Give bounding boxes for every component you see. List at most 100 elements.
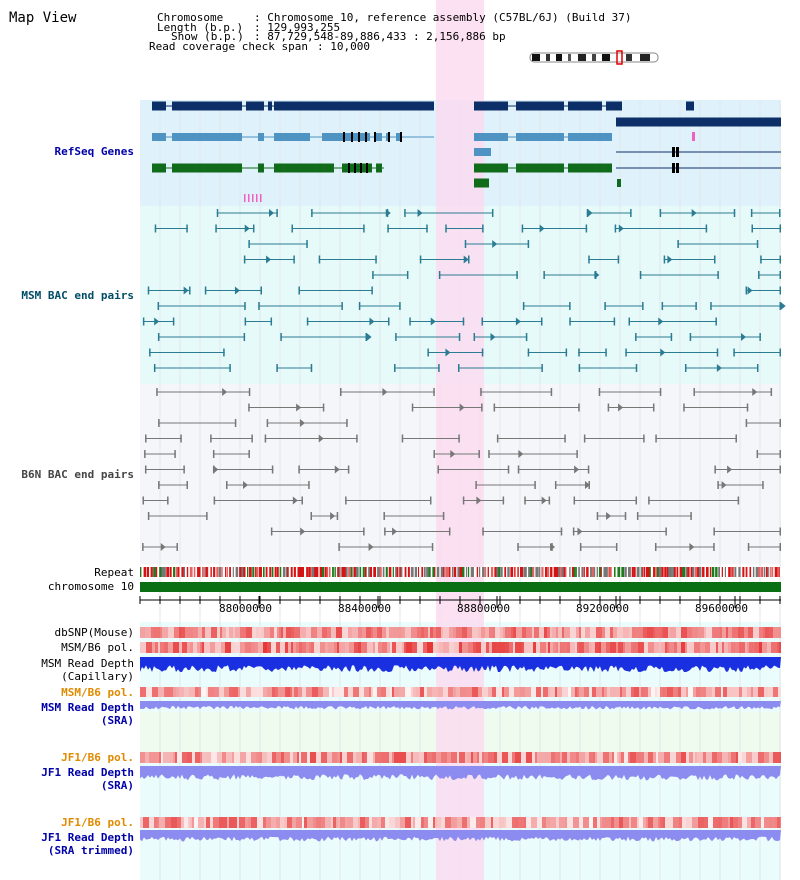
heat-strip-cell (560, 642, 563, 653)
heat-strip-cell (328, 642, 334, 653)
heat-strip-cell (433, 642, 437, 653)
bac-end-tick (308, 481, 310, 489)
heat-strip-cell (277, 627, 279, 638)
heat-strip-cell (179, 752, 182, 763)
heat-strip-cell (621, 752, 624, 763)
heat-strip-cell (433, 817, 435, 828)
gene-exon (400, 132, 402, 142)
heat-strip-cell (462, 642, 468, 653)
bac-end-tick (521, 224, 524, 233)
heat-strip-cell (502, 687, 504, 697)
heat-strip-cell (347, 817, 353, 828)
track-label-jf1-pol-1[interactable]: JF1/B6 pol. (61, 751, 134, 764)
bac-end-tick (779, 465, 781, 474)
repeat-mark (392, 567, 394, 577)
heat-strip-cell (727, 687, 733, 697)
bac-end-tick (661, 302, 664, 310)
heat-strip-cell (556, 642, 558, 653)
track-label-b6n-bac[interactable]: B6N BAC end pairs (21, 468, 134, 481)
heat-strip-cell (348, 687, 353, 697)
heat-strip-cell (437, 642, 439, 653)
bac-end-tick (779, 527, 781, 536)
track-label-msm-depth-sra-1[interactable]: MSM Read Depth (41, 701, 134, 714)
heat-strip-cell (261, 627, 264, 638)
heat-strip-cell (522, 627, 526, 638)
heat-strip-cell (337, 752, 340, 763)
heat-strip-cell (723, 687, 727, 697)
repeat-mark (342, 567, 346, 577)
repeat-mark (532, 567, 535, 577)
bac-end-tick (427, 348, 429, 357)
heat-strip-cell (745, 642, 747, 653)
bac-end-tick (145, 434, 147, 443)
heat-strip-cell (287, 687, 290, 697)
track-label-chromosome[interactable]: chromosome 10 (47, 580, 134, 593)
bac-end-tick (270, 317, 273, 326)
track-label-dbsnp[interactable]: dbSNP(Mouse) (54, 626, 134, 639)
heat-strip-cell (740, 627, 744, 638)
heat-strip-cell (296, 817, 302, 828)
heat-strip-cell (583, 817, 589, 828)
heat-strip-cell (251, 752, 256, 763)
repeat-mark (140, 567, 142, 577)
heat-strip-cell (387, 642, 390, 653)
heat-strip-cell (714, 627, 720, 638)
ideogram-band (568, 54, 571, 61)
heat-strip-cell (521, 752, 526, 763)
heat-strip-cell (632, 627, 635, 638)
heat-strip-cell (185, 627, 190, 638)
heat-strip-cell (175, 752, 177, 763)
heat-strip-cell (648, 752, 653, 763)
heat-strip-cell (779, 642, 781, 653)
track-label-msm-bac[interactable]: MSM BAC end pairs (21, 289, 134, 302)
bac-end-tick (244, 317, 247, 326)
bac-end-tick (779, 286, 781, 295)
length-value: : 129,993,255 (254, 21, 341, 34)
heat-strip-cell (479, 752, 482, 763)
heat-strip-cell (386, 627, 389, 638)
heat-strip-cell (436, 627, 441, 638)
heat-strip-cell (724, 642, 728, 653)
heat-strip-cell (704, 817, 708, 828)
heat-strip-cell (284, 752, 290, 763)
bac-end-tick (478, 450, 480, 458)
track-label-msm-pol-1[interactable]: MSM/B6 pol. (61, 641, 134, 654)
heat-strip-cell (496, 687, 502, 697)
heat-strip-cell (687, 627, 692, 638)
track-label-repeat[interactable]: Repeat (94, 566, 134, 579)
bac-end-tick (260, 286, 263, 295)
bac-end-tick (516, 271, 518, 279)
heat-strip-cell (232, 752, 234, 763)
repeat-mark (379, 567, 382, 577)
track-label-refseq[interactable]: RefSeq Genes (54, 145, 134, 158)
heat-strip-cell (184, 817, 188, 828)
heat-strip-cell (677, 642, 681, 653)
heat-strip-cell (258, 642, 263, 653)
heat-strip-cell (688, 687, 693, 697)
bac-end-tick (642, 302, 644, 310)
bac-end-tick (301, 496, 303, 505)
heat-strip-cell (457, 752, 459, 763)
repeat-mark (436, 567, 440, 577)
heat-strip-cell (534, 627, 539, 638)
heat-strip-cell (392, 642, 396, 653)
gene-exon (360, 163, 362, 173)
heat-strip-cell (673, 817, 679, 828)
repeat-mark (711, 567, 715, 577)
track-label-jf1-depth-trim-1[interactable]: JF1 Read Depth (41, 831, 134, 844)
track-label-msm-pol-2[interactable]: MSM/B6 pol. (61, 686, 134, 699)
heat-strip-cell (288, 642, 291, 653)
bac-end-arrow (445, 348, 451, 357)
track-label-jf1-pol-2[interactable]: JF1/B6 pol. (61, 816, 134, 829)
track-label-msm-depth-cap-1[interactable]: MSM Read Depth (41, 657, 134, 670)
heat-strip-cell (181, 627, 185, 638)
bac-end-tick (383, 512, 385, 520)
bac-end-tick (229, 364, 231, 372)
heat-strip-cell (285, 687, 287, 697)
track-label-jf1-depth-sra-1[interactable]: JF1 Read Depth (41, 766, 134, 779)
heat-strip-cell (448, 687, 453, 697)
heat-strip-cell (744, 627, 748, 638)
heat-strip-cell (373, 642, 375, 653)
bac-end-tick (481, 403, 483, 412)
